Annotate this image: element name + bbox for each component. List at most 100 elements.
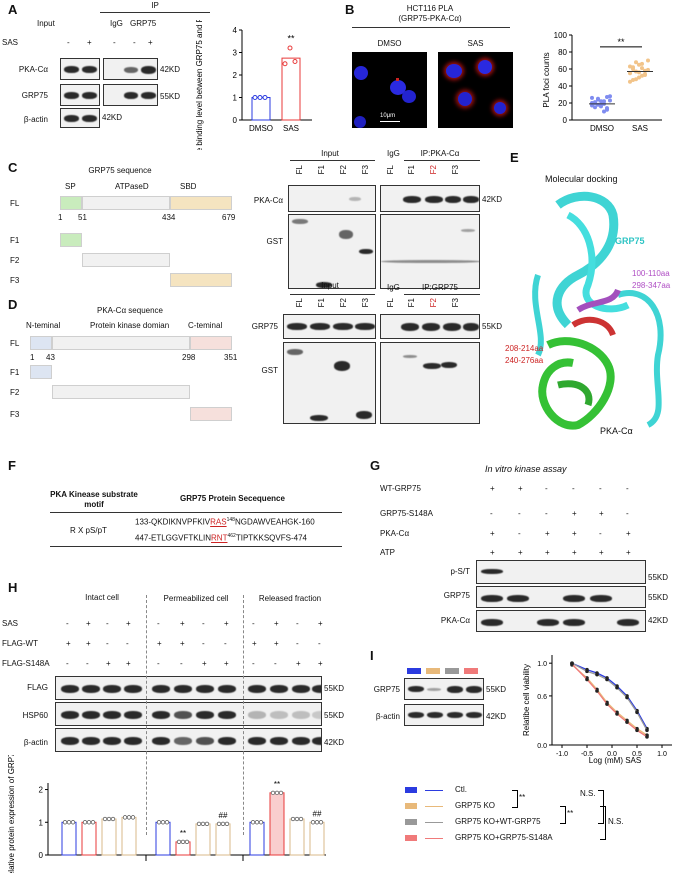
ip-label: IP: [151, 1, 159, 10]
g-row-pka: PKA-Cα: [440, 616, 470, 625]
chart-h-tick-label: 1: [39, 818, 44, 827]
pla-image-dmso: [352, 52, 427, 128]
g-sign: +: [490, 548, 495, 557]
h-band: [61, 737, 79, 745]
c-f2: [82, 253, 170, 267]
h-band: [124, 685, 142, 693]
c-row-f3: F3: [10, 276, 20, 285]
c-ip: IP:PKA-Cα: [420, 149, 460, 158]
g-cond-2: PKA-Cα: [380, 529, 410, 538]
h-sign: -: [318, 639, 321, 648]
h-band: [152, 737, 170, 745]
chart-h-dot: [314, 820, 320, 825]
h-sign: -: [202, 619, 205, 628]
chart-b-dot: [637, 62, 641, 67]
row-grp75: GRP75: [21, 91, 48, 100]
g-sign: +: [545, 548, 550, 557]
h-sign: -: [274, 659, 277, 668]
h-blot-hsp60: [55, 702, 322, 726]
d-ip: IP:GRP75: [421, 283, 458, 292]
c-blot-pka-ip: [380, 185, 480, 212]
d-dom-pk: Protein kinase domian: [90, 321, 170, 330]
g-sign: -: [518, 509, 521, 518]
i-swatch: [445, 668, 459, 674]
pla-scale-bar: [380, 121, 400, 122]
chart-h-dot: [254, 820, 260, 825]
h-row-actin: β-actin: [23, 738, 48, 747]
g-mw-2: 55KD: [648, 593, 669, 602]
h-sign: +: [106, 659, 111, 668]
c-row-pka: PKA-Cα: [253, 196, 283, 205]
chart-i-point: [635, 728, 639, 733]
h-sign: -: [224, 639, 227, 648]
chart-b: PLA foci counts 0 20 40 60 80 100 ** DMSO SAS: [542, 31, 662, 133]
chart-b-dot: [608, 94, 612, 99]
lane-igg: IgG: [110, 19, 123, 28]
c-mw: 42KD: [482, 195, 503, 204]
chart-b-sig: **: [617, 37, 625, 47]
chart-a-dot: [257, 95, 263, 100]
h-sign: +: [180, 639, 185, 648]
h-sign: -: [202, 639, 205, 648]
c-input-line: [290, 160, 375, 161]
chart-a: Relative binding level between GRP75 and…: [195, 20, 312, 150]
row-actin: β-actin: [23, 115, 48, 124]
g-blot-grp75: [476, 586, 646, 608]
g-sign: +: [599, 509, 604, 518]
h-band: [218, 737, 236, 745]
chart-h-dot: [180, 839, 186, 845]
i-sig-4: N.S.: [608, 817, 624, 826]
chart-i-xtick-label: -0.5: [581, 751, 593, 758]
d-lane-5: F1: [407, 298, 416, 308]
d-fl-n: [30, 336, 52, 350]
h-band: [270, 737, 288, 745]
chart-b-dot: [646, 67, 650, 72]
chart-i-point: [635, 710, 639, 715]
chart-i-point: [615, 685, 619, 690]
c-fl-sp: [60, 196, 82, 210]
chart-i-ytick-label: 0.0: [537, 743, 547, 750]
d-fl-pk: [52, 336, 190, 350]
c-blot-gst-ip: [380, 214, 480, 289]
g-cond-3: ATP: [380, 548, 395, 557]
h-band: [103, 737, 121, 745]
lane-grp75: GRP75: [130, 19, 157, 28]
h-sign: -: [296, 619, 299, 628]
panel-label-a: A: [8, 2, 18, 17]
a-sign-2: -: [113, 38, 116, 47]
chart-i-point: [585, 677, 589, 682]
chart-b-dot: [599, 99, 603, 104]
i-legend-swatch: [405, 835, 417, 841]
chart-a-tick-label: 3: [233, 49, 238, 58]
d-pos-1: 1: [30, 353, 35, 362]
chart-h-dot: [160, 820, 166, 825]
chart-b-dot: [593, 105, 597, 110]
chart-i-xtick-label: 0.0: [607, 751, 617, 758]
chart-h-dot: [106, 816, 112, 822]
chart-b-tick-label: 20: [558, 99, 567, 108]
d-row-gst: GST: [261, 366, 278, 375]
h-band: [124, 737, 142, 745]
chart-h-bar: [81, 821, 97, 856]
chart-i: Relatibe cell viability Log (mM) SAS -1.…: [522, 655, 672, 765]
h-mw-3: 42KD: [324, 738, 345, 747]
g-sign: -: [599, 529, 602, 538]
d-pos-3: 298: [182, 353, 196, 362]
chart-a-cat: DMSO: [249, 124, 273, 133]
chart-h-dot: [310, 820, 316, 825]
chart-i-ytick-label: 1.0: [537, 661, 547, 668]
h-divider: [146, 595, 147, 835]
g-sign: -: [545, 509, 548, 518]
d-lane-6: F2: [429, 298, 438, 308]
h-band: [270, 685, 288, 693]
a-sign-4: +: [148, 38, 153, 47]
chart-h-bar: [289, 818, 305, 856]
c-dom-sp: SP: [65, 182, 76, 191]
c-pos-3: 434: [162, 213, 176, 222]
h-sign: +: [318, 659, 323, 668]
d-row-fl: FL: [10, 339, 20, 348]
chart-b-dot: [631, 78, 635, 83]
chart-h-dot: [220, 821, 226, 827]
h-band: [292, 737, 310, 745]
d-lane-2: F2: [339, 298, 348, 308]
